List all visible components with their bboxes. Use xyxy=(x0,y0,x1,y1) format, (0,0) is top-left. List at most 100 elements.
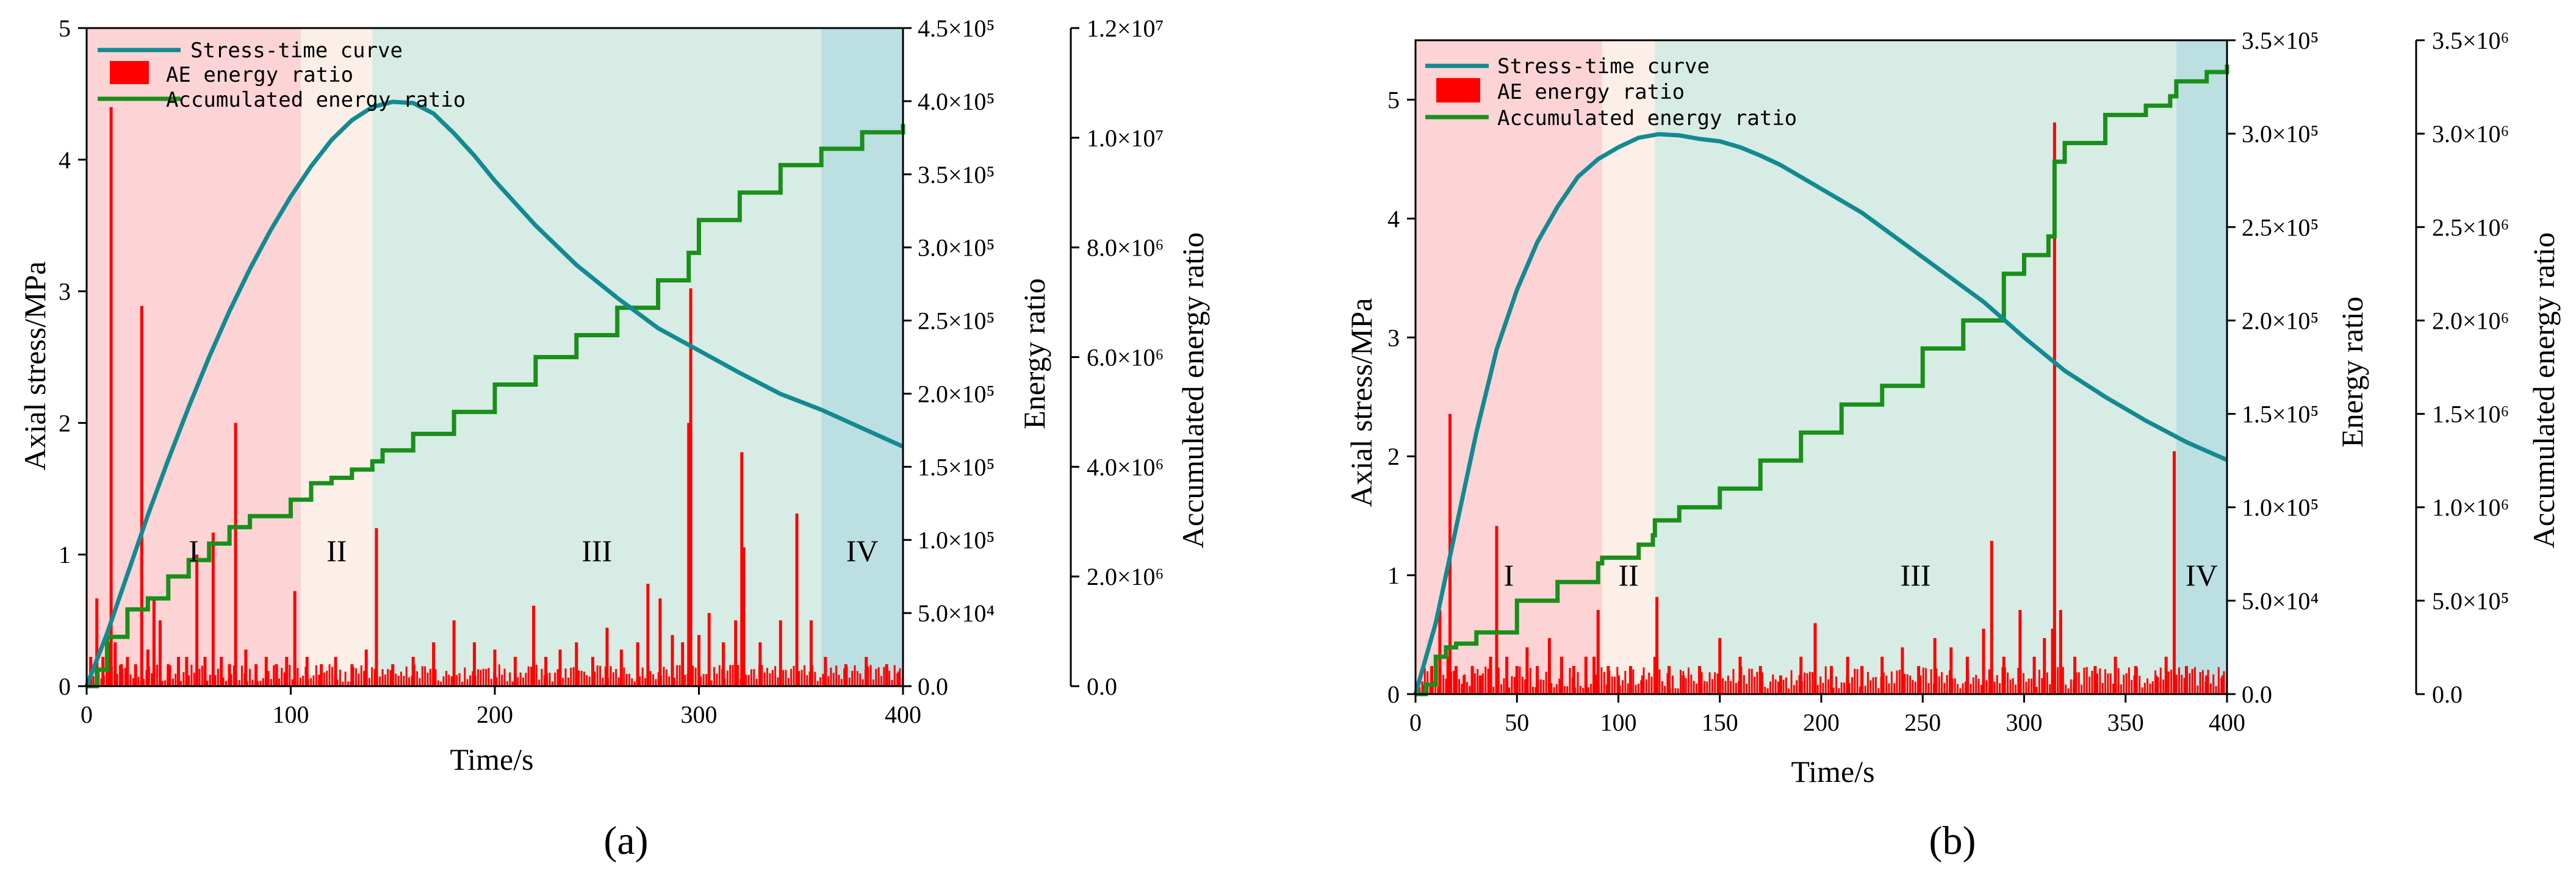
y2-tick-label: 3.0×10⁵ xyxy=(2242,120,2319,148)
x-tick-label: 100 xyxy=(273,701,309,728)
stage-regions xyxy=(1416,40,2227,694)
legend-stress-label: Stress-time curve xyxy=(190,38,403,63)
y2-axis-title: Energy ratio xyxy=(2335,296,2369,448)
y-tick-label: 4 xyxy=(1387,205,1400,232)
y-tick-label: 2 xyxy=(1387,443,1400,470)
stage-labels: I II III IV xyxy=(189,534,878,568)
stage-region xyxy=(372,28,822,686)
y2-tick-label: 5.0×10⁴ xyxy=(2242,587,2319,615)
legend-ae-swatch xyxy=(1436,78,1480,102)
x-tick-label: 0 xyxy=(81,701,93,728)
legend: Stress-time curve AE energy ratio Accumu… xyxy=(1425,54,1797,131)
y3-tick-label: 1.2×10⁷ xyxy=(1087,15,1164,42)
x-tick-label: 0 xyxy=(1409,709,1422,736)
x-tick-label: 200 xyxy=(1803,709,1840,736)
y3-axis-title: Accumulated energy ratio xyxy=(1176,232,1210,548)
y2-tick-label: 4.0×10⁵ xyxy=(918,88,995,115)
y2-tick-label: 4.5×10⁵ xyxy=(918,15,995,42)
x-tick-label: 400 xyxy=(2209,709,2245,736)
y-tick-label: 5 xyxy=(1387,86,1400,113)
accumulated-energy-line xyxy=(87,124,905,689)
stress-time-line xyxy=(1413,132,2228,695)
stage-label: II xyxy=(1618,558,1638,592)
y2-tick-label: 1.5×10⁵ xyxy=(918,453,995,481)
y3-tick-label: 1.0×10⁷ xyxy=(1087,124,1164,152)
x-tick-label: 50 xyxy=(1505,709,1529,736)
y3-tick-label: 2.0×10⁶ xyxy=(2432,307,2509,334)
stage-label: I xyxy=(1504,558,1514,592)
y2-tick-label: 1.0×10⁵ xyxy=(2242,494,2319,521)
y3-tick-label: 5.0×10⁵ xyxy=(2432,587,2509,615)
y-tick-label: 5 xyxy=(59,15,71,42)
panel-label: (a) xyxy=(603,819,648,863)
y2-tick-label: 2.5×10⁵ xyxy=(918,307,995,335)
y3-tick-label: 3.5×10⁶ xyxy=(2432,27,2509,54)
y-tick-label: 3 xyxy=(59,278,71,306)
y2-tick-label: 0.0 xyxy=(918,673,948,700)
x-tick-label: 100 xyxy=(1600,709,1637,736)
legend-ae-label: AE energy ratio xyxy=(166,63,353,87)
y2-tick-label: 5.0×10⁴ xyxy=(918,600,995,627)
ae-energy-bars xyxy=(1419,122,2228,694)
y3-axis-title: Accumulated energy ratio xyxy=(2527,232,2561,548)
y-tick-label: 2 xyxy=(59,409,71,437)
x-axis-title: Time/s xyxy=(1791,754,1874,789)
axes: 0 100 200 300 400 0 1 2 3 4 5 0.0 5.0×10⁴ 1.0×10⁵ 1.5×… xyxy=(59,15,1164,728)
y2-tick-label: 1.0×10⁵ xyxy=(918,526,995,554)
accumulated-energy-line xyxy=(1416,64,2229,697)
legend-accum-label: Accumulated energy ratio xyxy=(1497,106,1797,131)
y3-tick-label: 0.0 xyxy=(2432,681,2463,708)
y-tick-label: 0 xyxy=(59,673,71,700)
x-tick-label: 300 xyxy=(681,701,718,728)
y3-tick-label: 1.5×10⁶ xyxy=(2432,401,2509,428)
y3-tick-label: 4.0×10⁶ xyxy=(1087,453,1164,481)
y-tick-label: 3 xyxy=(1387,324,1400,351)
x-tick-label: 200 xyxy=(477,701,513,728)
x-tick-label: 150 xyxy=(1702,709,1738,736)
y3-tick-label: 0.0 xyxy=(1087,673,1117,700)
legend-stress-label: Stress-time curve xyxy=(1497,54,1710,79)
y3-tick-label: 1.0×10⁶ xyxy=(2432,494,2509,521)
y2-tick-label: 2.0×10⁵ xyxy=(918,380,995,407)
y2-tick-label: 2.0×10⁵ xyxy=(2242,307,2319,334)
legend: Stress-time curve AE energy ratio Accumu… xyxy=(98,38,466,112)
x-tick-label: 400 xyxy=(885,701,921,728)
panel-a: I II III IV 0 100 200 300 4000123450.05.0×10⁴1.… xyxy=(18,15,1210,863)
y-axis-title: Axial stress/MPa xyxy=(1344,298,1378,507)
legend-accum-label: Accumulated energy ratio xyxy=(166,88,466,112)
stage-label: IV xyxy=(846,534,879,568)
y2-tick-label: 3.5×10⁵ xyxy=(2242,27,2319,54)
x-axis-title: Time/s xyxy=(450,742,533,776)
y3-tick-label: 2.0×10⁶ xyxy=(1087,563,1164,590)
stage-label: III xyxy=(1901,558,1931,592)
panel-b: I II III IV 0 50 100 150 200 250 300 350 4000123450… xyxy=(1344,27,2561,863)
y2-tick-label: 1.5×10⁵ xyxy=(2242,401,2319,428)
stage-labels: I II III IV xyxy=(1504,558,2218,592)
stage-region xyxy=(301,28,373,686)
stage-label: I xyxy=(189,534,199,568)
legend-ae-swatch xyxy=(110,61,149,84)
y-tick-label: 1 xyxy=(1387,562,1400,589)
x-tick-label: 300 xyxy=(2006,709,2043,736)
stage-label: IV xyxy=(2186,558,2218,592)
stress-time-line xyxy=(84,99,904,687)
panel-label: (b) xyxy=(1929,819,1976,863)
x-tick-label: 350 xyxy=(2107,709,2144,736)
y2-tick-label: 0.0 xyxy=(2242,681,2272,708)
stage-label: III xyxy=(581,534,612,568)
y-tick-label: 0 xyxy=(1387,681,1400,708)
y3-tick-label: 3.0×10⁶ xyxy=(2432,120,2509,148)
stage-region xyxy=(1655,40,2176,694)
legend-ae-label: AE energy ratio xyxy=(1497,80,1685,104)
y2-tick-label: 3.5×10⁵ xyxy=(918,161,995,188)
axes: 0 50 100 150 200 250 300 350 400 0 1 2 3 4 5 0.0 5.0×10⁴… xyxy=(1387,27,2509,736)
y2-axis-title: Energy ratio xyxy=(1017,278,1051,429)
y3-tick-label: 2.5×10⁶ xyxy=(2432,213,2509,241)
x-tick-label: 250 xyxy=(1904,709,1941,736)
y-axis-title: Axial stress/MPa xyxy=(18,261,52,470)
stage-label: II xyxy=(326,534,347,568)
y-tick-label: 4 xyxy=(59,146,71,174)
y2-tick-label: 3.0×10⁵ xyxy=(918,234,995,262)
stage-region xyxy=(821,28,903,686)
